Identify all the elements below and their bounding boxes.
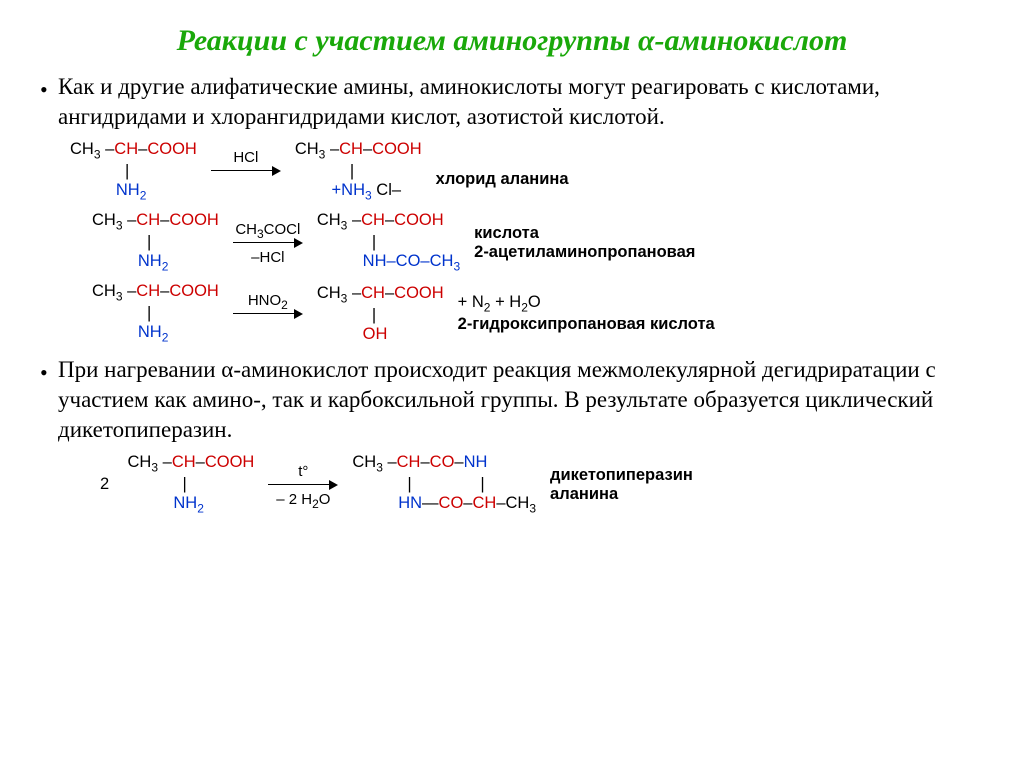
arrow-bot: –HCl <box>251 249 284 265</box>
bullet-2: • При нагревании α-аминокислот происходи… <box>40 355 984 445</box>
r2-reagent: CH3 –CH–COOH | NH2 <box>92 211 219 274</box>
bullet-text: При нагревании α-аминокислот происходит … <box>58 355 984 445</box>
r2-name-top: кислота <box>474 224 539 243</box>
r4-reagent: CH3 –CH–COOH 2 | NH2 <box>100 453 254 516</box>
arrow-line <box>233 308 303 320</box>
r2-name: 2-ацетиламинопропановая <box>474 243 695 262</box>
arrow-top: HNO2 <box>248 292 288 308</box>
r4-arrow: t° – 2 H2O <box>268 463 338 507</box>
reaction-2: CH3 –CH–COOH | NH2 CH3COCl –HCl CH3 –CH–… <box>92 211 984 274</box>
r3-tail: + N2 + H2O 2-гидроксипропановая кислота <box>458 293 715 334</box>
reaction-3: CH3 –CH–COOH | NH2 HNO2 CH3 –CH–COOH | O… <box>92 282 984 345</box>
r4-name-1: дикетопиперазин <box>550 466 693 485</box>
r1-product-name: хлорид аланина <box>436 170 569 189</box>
arrow-bot: – 2 H2O <box>276 491 330 507</box>
reaction-4: CH3 –CH–COOH 2 | NH2 t° – 2 H2O CH3 –CH–… <box>100 453 984 516</box>
r2-arrow: CH3COCl –HCl <box>233 221 303 265</box>
arrow-line <box>211 165 281 177</box>
reaction-1: CH3 –CH–COOH | NH2 HCl CH3 –CH–COOH | +N… <box>70 140 984 203</box>
arrow-top: HCl <box>233 149 258 165</box>
r3-reagent: CH3 –CH–COOH | NH2 <box>92 282 219 345</box>
bullet-dot: • <box>40 72 58 105</box>
r4-name-2: аланина <box>550 485 618 504</box>
arrow-top: t° <box>298 463 308 479</box>
reaction-block-1: CH3 –CH–COOH | NH2 HCl CH3 –CH–COOH | +N… <box>70 140 984 345</box>
r4-product-name: дикетопиперазин аланина <box>550 466 693 504</box>
arrow-line <box>233 237 303 249</box>
r3-byproduct: + N2 + H2O <box>458 293 541 315</box>
r3-arrow: HNO2 <box>233 292 303 336</box>
r2-product-name: кислота 2-ацетиламинопропановая <box>474 224 695 262</box>
r3-name: 2-гидроксипропановая кислота <box>458 315 715 334</box>
r2-product: CH3 –CH–COOH | NH–CO–CH3 <box>317 211 460 274</box>
bullet-1: • Как и другие алифатические амины, амин… <box>40 72 984 132</box>
r4-product: CH3 –CH–CO–NH | | HN—CO–CH–CH3 <box>352 453 536 516</box>
reaction-block-2: CH3 –CH–COOH 2 | NH2 t° – 2 H2O CH3 –CH–… <box>100 453 984 516</box>
r1-reagent: CH3 –CH–COOH | NH2 <box>70 140 197 203</box>
bullet-dot: • <box>40 355 58 388</box>
arrow-line <box>268 479 338 491</box>
bullet-text: Как и другие алифатические амины, аминок… <box>58 72 984 132</box>
r1-product: CH3 –CH–COOH | +NH3 Cl– <box>295 140 422 203</box>
arrow-top: CH3COCl <box>235 221 300 237</box>
r1-arrow: HCl <box>211 149 281 193</box>
page-title: Реакции с участием аминогруппы α-аминоки… <box>40 24 984 58</box>
r3-product: CH3 –CH–COOH | OH <box>317 284 444 344</box>
